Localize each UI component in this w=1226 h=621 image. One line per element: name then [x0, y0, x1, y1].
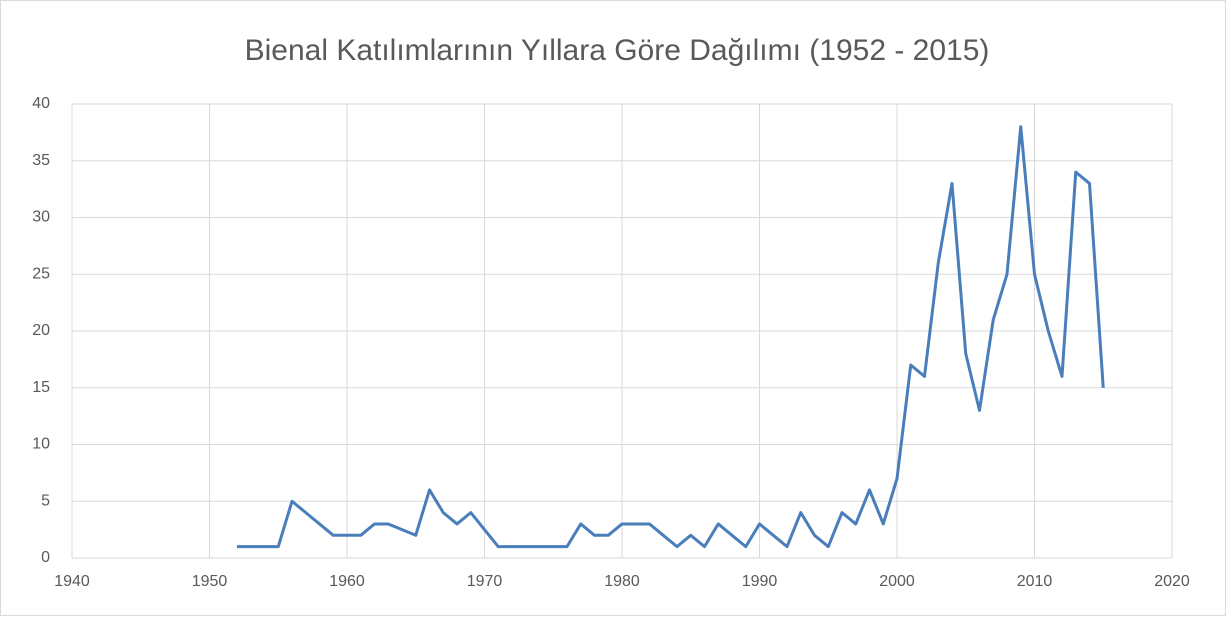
- x-tick-label: 1990: [742, 573, 778, 590]
- x-tick-label: 1970: [467, 573, 503, 590]
- x-tick-label: 1960: [329, 573, 365, 590]
- y-tick-label: 40: [32, 95, 50, 112]
- y-tick-label: 15: [32, 379, 50, 396]
- x-tick-label: 1950: [192, 573, 228, 590]
- x-tick-label: 1980: [604, 573, 640, 590]
- data-line: [237, 125, 1105, 549]
- x-tick-label: 2000: [879, 573, 915, 590]
- x-tick-label: 2010: [1017, 573, 1053, 590]
- y-tick-label: 0: [41, 549, 50, 566]
- y-tick-label: 5: [41, 492, 50, 509]
- y-tick-label: 10: [32, 436, 50, 453]
- chart-title: Bienal Katılımlarının Yıllara Göre Dağıl…: [245, 34, 990, 67]
- x-tick-label: 2020: [1154, 573, 1190, 590]
- y-tick-label: 35: [32, 152, 50, 169]
- x-tick-label: 1940: [54, 573, 90, 590]
- y-tick-label: 25: [32, 265, 50, 282]
- y-tick-label: 30: [32, 209, 50, 226]
- y-tick-label: 20: [32, 322, 50, 339]
